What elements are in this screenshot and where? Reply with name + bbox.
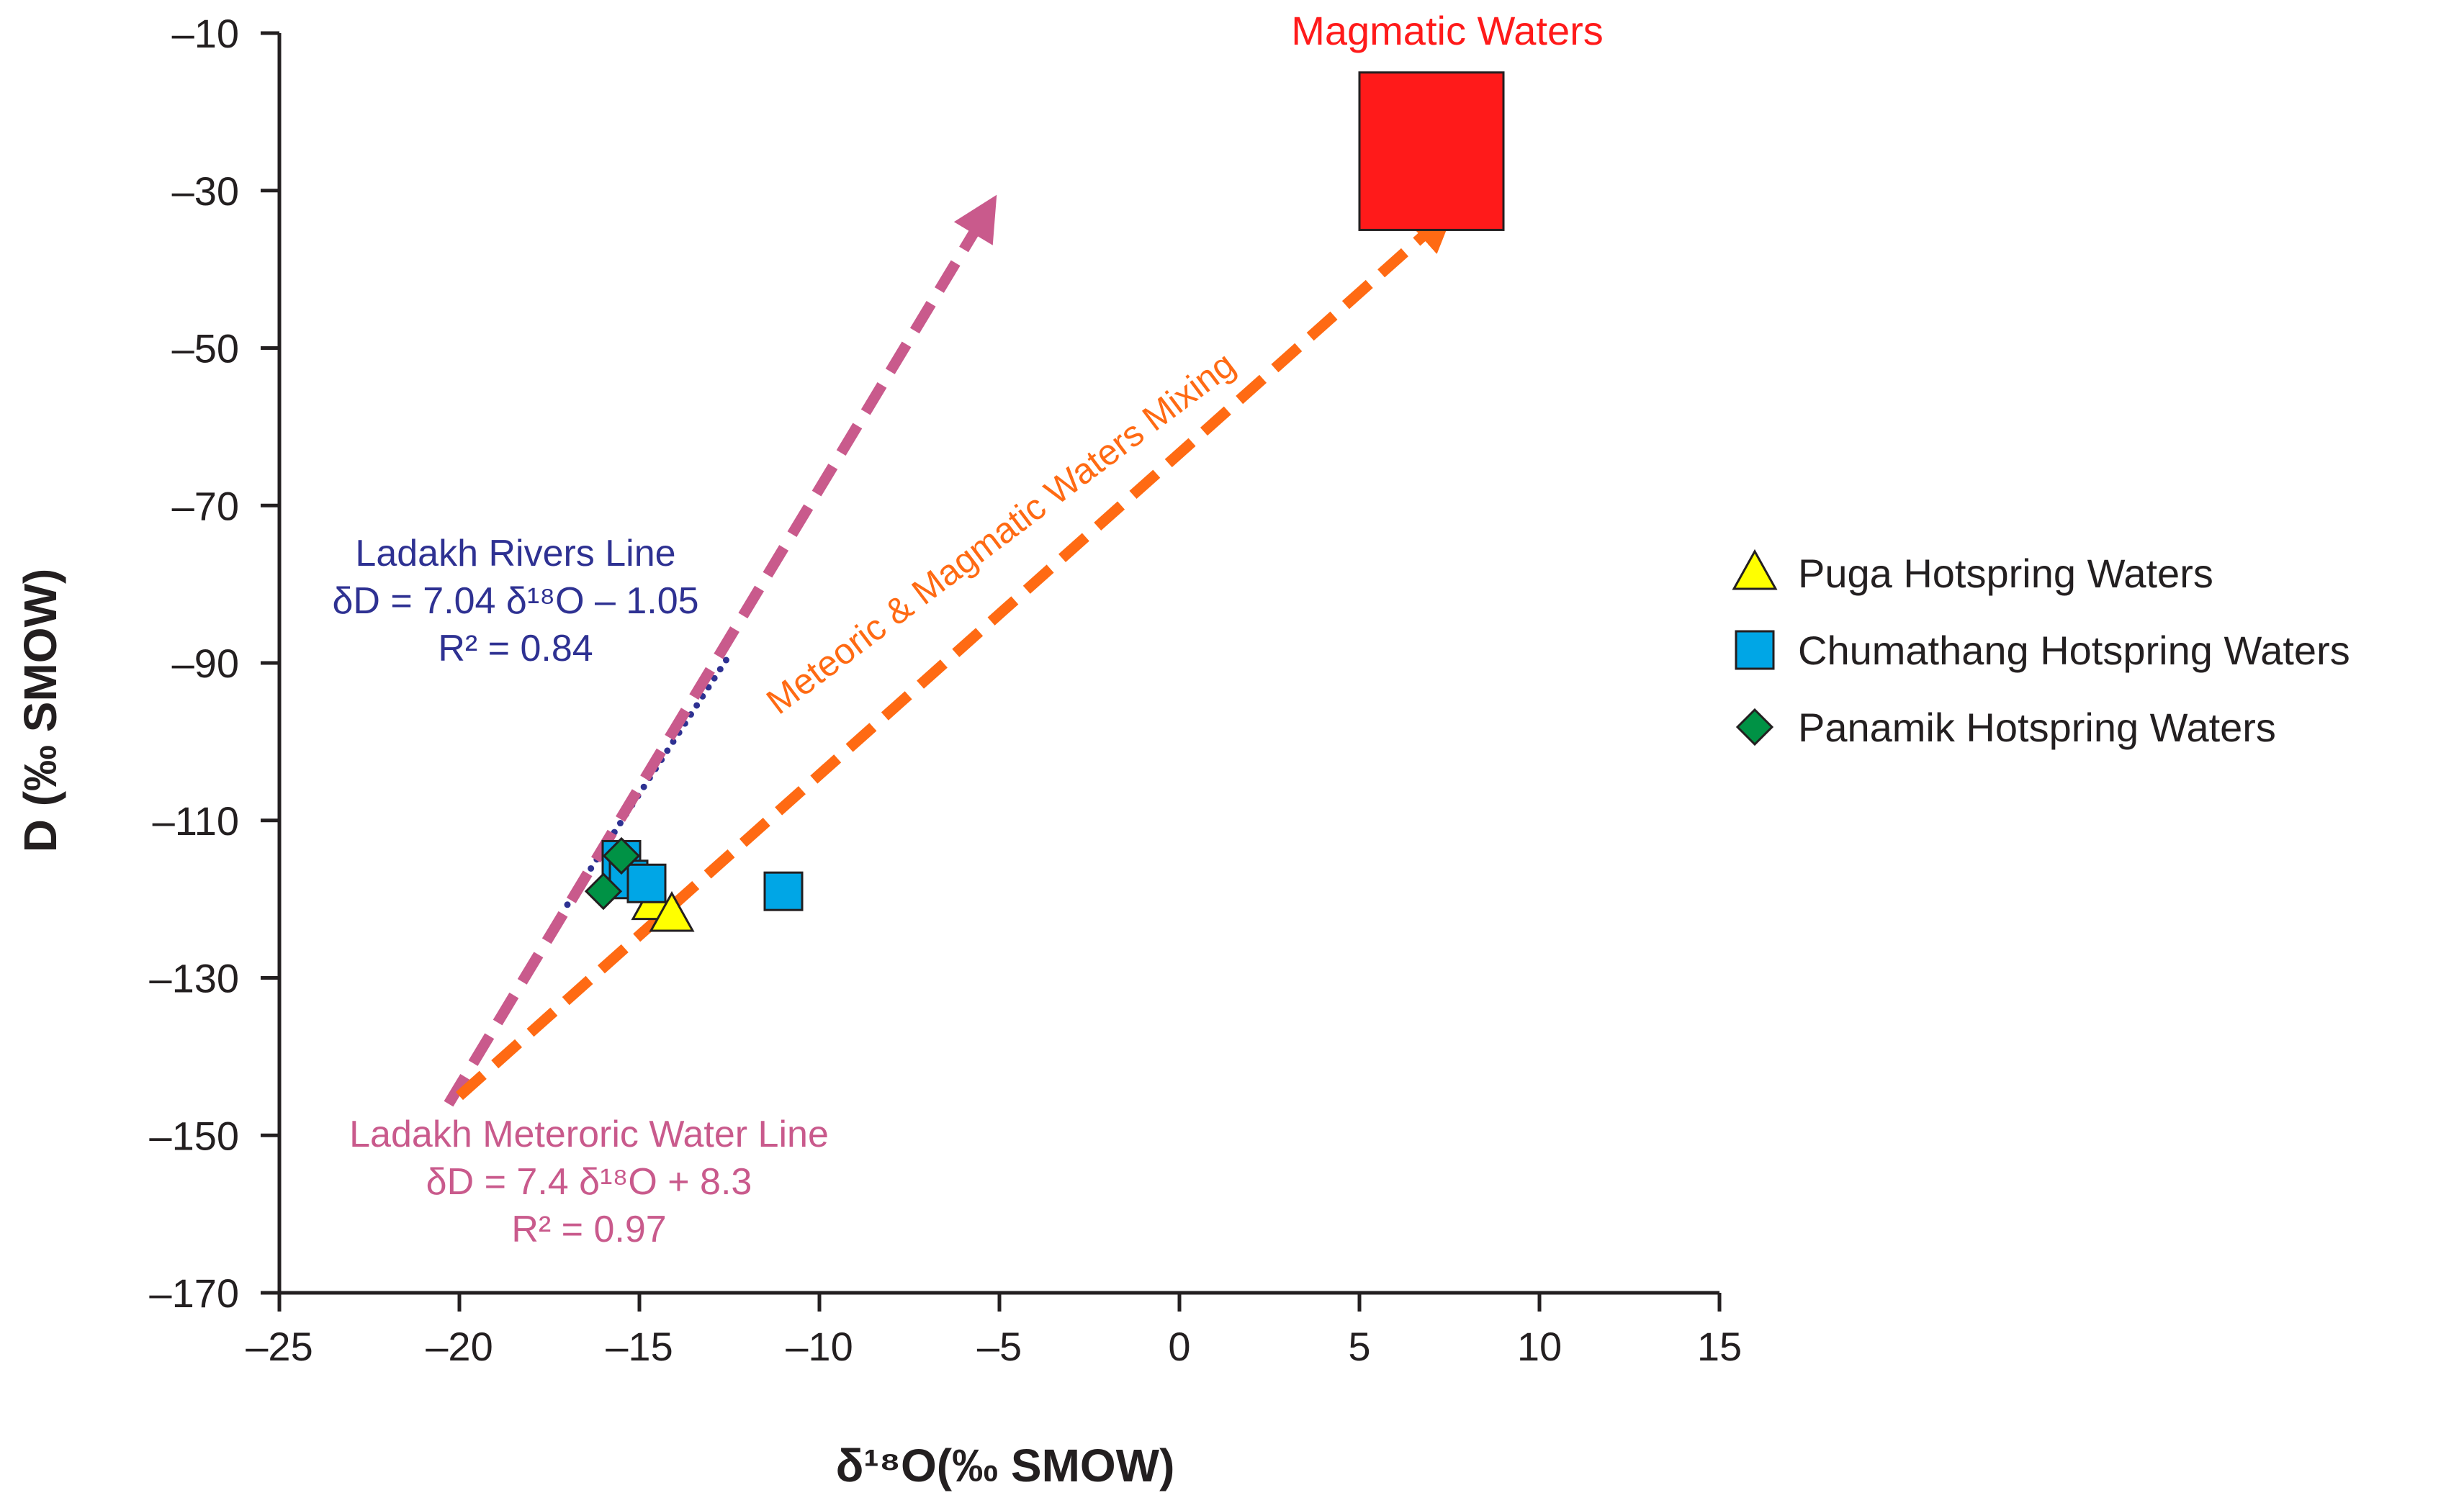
chumathang-data-point xyxy=(626,863,667,903)
meteoric-water-line-arrow xyxy=(444,194,997,1107)
mwl-r2: R² = 0.97 xyxy=(511,1209,666,1250)
x-tick-label: –20 xyxy=(426,1324,493,1369)
y-axis-title: D (‰ SMOW) xyxy=(14,569,66,853)
mixing-line-label: Meteoric & Magmatic Waters Mixing xyxy=(759,344,1242,722)
y-tick-label: –30 xyxy=(172,168,239,214)
rivers-line-r2: R² = 0.84 xyxy=(438,628,593,669)
y-tick-label: –130 xyxy=(149,956,239,1001)
legend-chumathang-swatch xyxy=(1735,630,1775,670)
y-tick-label: –90 xyxy=(172,641,239,686)
rivers-line-annotation: Ladakh Rivers Line δD = 7.04 δ¹⁸O – 1.05… xyxy=(332,533,698,669)
legend: Puga Hotspring Waters Chumathang Hotsprin… xyxy=(1732,549,2350,750)
x-tick-label: –25 xyxy=(246,1324,313,1369)
x-axis-title: δ¹⁸O(‰ SMOW) xyxy=(836,1440,1175,1491)
y-tick-label: –50 xyxy=(172,326,239,371)
rivers-line-title: Ladakh Rivers Line xyxy=(355,533,675,574)
chumathang-data-point xyxy=(763,871,804,911)
x-tick-label: –10 xyxy=(786,1324,853,1369)
data-points-layer xyxy=(584,836,804,932)
legend-puga-swatch xyxy=(1732,549,1778,590)
x-tick-label: 0 xyxy=(1168,1324,1190,1369)
mwl-title: Ladakh Meteroric Water Line xyxy=(349,1114,829,1155)
y-axis-ticks: –10 –30 –50 –70 –90 –110 –130 –150 –170 xyxy=(149,11,279,1316)
x-tick-label: 5 xyxy=(1348,1324,1370,1369)
x-tick-label: 10 xyxy=(1517,1324,1562,1369)
mixing-arrow xyxy=(456,207,1456,1101)
panamik-data-point xyxy=(584,872,623,911)
legend-panamik-swatch xyxy=(1735,708,1774,746)
y-tick-label: –70 xyxy=(172,483,239,528)
panamik-data-point xyxy=(602,836,641,875)
legend-puga-label: Puga Hotspring Waters xyxy=(1798,551,2213,596)
rivers-line-equation: δD = 7.04 δ¹⁸O – 1.05 xyxy=(332,580,698,622)
legend-panamik-label: Panamik Hotspring Waters xyxy=(1798,705,2276,750)
trend-lines-layer xyxy=(444,194,1456,1107)
magmatic-waters-box xyxy=(1358,71,1505,231)
mwl-equation: δD = 7.4 δ¹⁸O + 8.3 xyxy=(426,1161,752,1203)
x-tick-label: 15 xyxy=(1697,1324,1742,1369)
y-tick-label: –150 xyxy=(149,1113,239,1158)
y-tick-label: –10 xyxy=(172,11,239,56)
puga-data-point xyxy=(649,890,695,932)
x-tick-label: –5 xyxy=(977,1324,1022,1369)
x-axis-ticks: –25 –20 –15 –10 –5 0 5 10 15 xyxy=(246,1293,1742,1369)
y-tick-label: –110 xyxy=(153,798,239,844)
x-tick-label: –15 xyxy=(606,1324,673,1369)
legend-chumathang-label: Chumathang Hotspring Waters xyxy=(1798,628,2350,673)
mwl-annotation: Ladakh Meteroric Water Line δD = 7.4 δ¹⁸… xyxy=(349,1114,829,1250)
y-tick-label: –170 xyxy=(149,1270,239,1316)
magmatic-waters-label: Magmatic Waters xyxy=(1291,8,1604,53)
